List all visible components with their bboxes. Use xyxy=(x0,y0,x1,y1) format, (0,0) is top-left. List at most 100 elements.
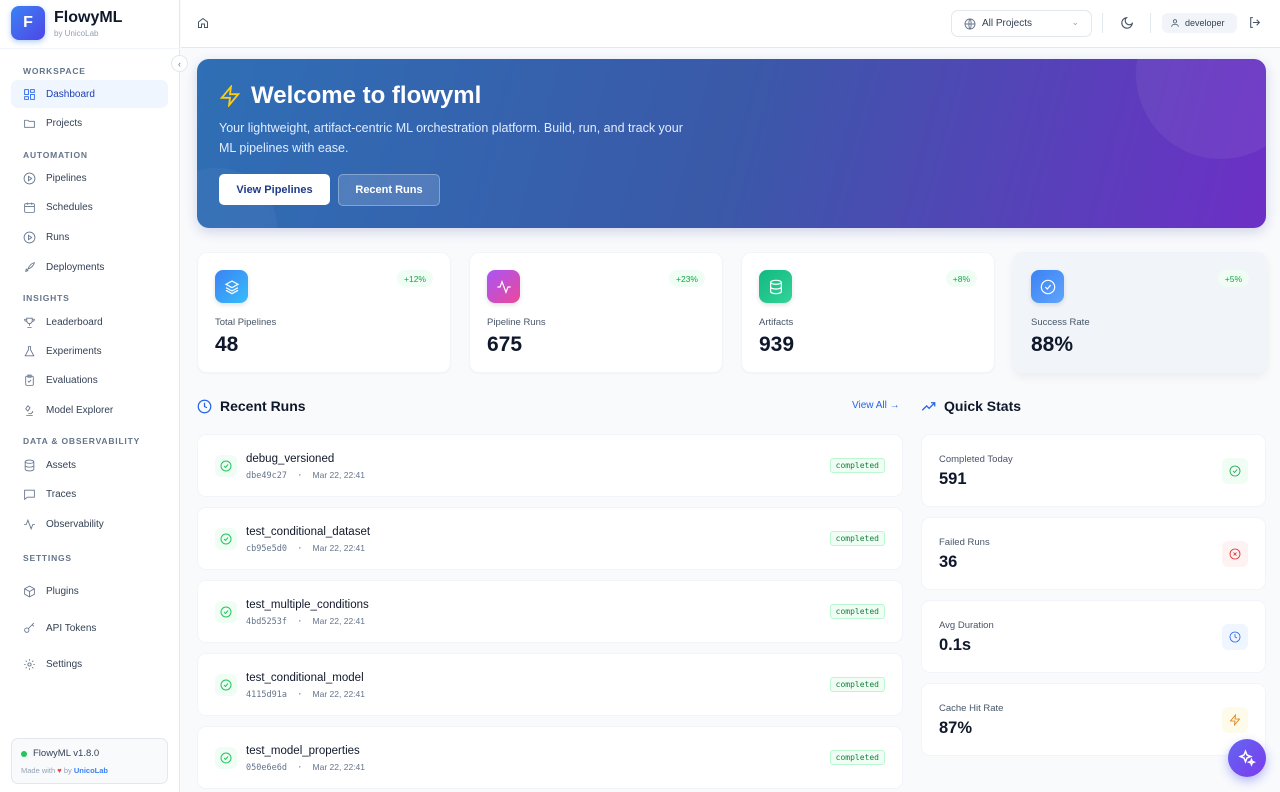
sidebar-item-observability[interactable]: Observability xyxy=(11,510,168,538)
check-circle-icon xyxy=(1031,270,1064,303)
key-icon xyxy=(24,622,35,633)
activity-icon xyxy=(24,518,35,530)
made-with-text: Made with xyxy=(21,766,56,775)
activity-icon xyxy=(487,270,520,303)
run-name: test_model_properties xyxy=(246,745,360,757)
status-badge: completed xyxy=(829,750,885,765)
rocket-icon xyxy=(25,261,35,272)
collapse-sidebar-button[interactable]: ‹ xyxy=(171,55,188,72)
dashboard-icon xyxy=(24,88,35,100)
stat-card[interactable]: +8% Artifacts 939 xyxy=(741,252,995,373)
run-id: dbe49c27 xyxy=(246,471,287,481)
welcome-title: Welcome to flowyml xyxy=(219,82,481,110)
sidebar-item-label: Model Explorer xyxy=(46,404,114,416)
stat-card[interactable]: +12% Total Pipelines 48 xyxy=(197,252,451,373)
welcome-banner: Welcome to flowyml Your lightweight, art… xyxy=(197,59,1266,228)
sidebar-item-pipelines[interactable]: Pipelines xyxy=(11,164,168,192)
stat-card[interactable]: +23% Pipeline Runs 675 xyxy=(469,252,723,373)
sidebar-item-evaluations[interactable]: Evaluations xyxy=(11,366,168,394)
view-all-link[interactable]: View All → xyxy=(852,400,900,411)
quick-stat-label: Completed Today xyxy=(939,454,1013,465)
status-badge: completed xyxy=(829,531,885,546)
run-id: 4bd5253f xyxy=(246,617,287,627)
sidebar-item-api-tokens[interactable]: API Tokens xyxy=(11,614,168,642)
quick-stat-card: Avg Duration 0.1s xyxy=(921,600,1266,673)
trend-badge: +5% xyxy=(1217,270,1249,287)
trend-badge: +8% xyxy=(945,270,977,287)
logout-icon[interactable] xyxy=(1248,16,1261,29)
stat-card[interactable]: +5% Success Rate 88% xyxy=(1013,252,1267,373)
home-icon[interactable] xyxy=(197,17,209,29)
run-id: 050e6e6d xyxy=(246,763,287,773)
sidebar-item-label: Settings xyxy=(46,658,83,670)
sidebar-item-leaderboard[interactable]: Leaderboard xyxy=(11,308,168,336)
check-circle-icon xyxy=(215,528,237,550)
globe-icon xyxy=(964,18,976,29)
view-pipelines-button[interactable]: View Pipelines xyxy=(219,174,330,205)
sidebar-item-label: Runs xyxy=(46,231,70,243)
made-with: Made with ♥ by UnicoLab xyxy=(21,766,108,775)
chevron-down-icon: ⌄ xyxy=(1071,17,1079,27)
sidebar-item-traces[interactable]: Traces xyxy=(11,480,168,508)
run-list-item[interactable]: test_multiple_conditions 4bd5253f · Mar … xyxy=(197,580,903,643)
sidebar-item-runs[interactable]: Runs xyxy=(11,223,168,251)
run-list-item[interactable]: debug_versioned dbe49c27 · Mar 22, 22:41… xyxy=(197,434,903,497)
x-circle-icon xyxy=(1222,541,1248,567)
run-meta: 050e6e6d · Mar 22, 22:41 xyxy=(246,762,365,773)
run-name: debug_versioned xyxy=(246,453,335,465)
sidebar-item-projects[interactable]: Projects xyxy=(11,109,168,137)
moon-icon[interactable] xyxy=(1120,16,1134,30)
clipboard-check-icon xyxy=(25,374,34,386)
quick-stat-value: 591 xyxy=(939,470,967,488)
sidebar-section-label: SETTINGS xyxy=(23,553,72,563)
folder-icon xyxy=(24,119,35,128)
unicolab-link[interactable]: UnicoLab xyxy=(73,766,109,775)
recent-runs-title: Recent Runs xyxy=(220,398,306,414)
user-menu[interactable]: developer xyxy=(1162,13,1237,33)
sidebar-item-deployments[interactable]: Deployments xyxy=(11,253,168,281)
quick-stat-card: Failed Runs 36 xyxy=(921,517,1266,590)
stat-label: Artifacts xyxy=(759,317,794,328)
sidebar-item-plugins[interactable]: Plugins xyxy=(11,577,168,605)
ai-assistant-button[interactable] xyxy=(1228,739,1266,777)
project-select[interactable]: All Projects ⌄ xyxy=(951,10,1092,37)
sidebar-item-dashboard[interactable]: Dashboard xyxy=(11,80,168,108)
sidebar: F FlowyML by UnicoLab FlowyML v1.8.0 Mad… xyxy=(0,0,180,792)
sparkles-icon xyxy=(1238,749,1256,767)
message-square-icon xyxy=(24,489,35,500)
sidebar-item-label: Schedules xyxy=(46,201,93,213)
sidebar-item-model-explorer[interactable]: Model Explorer xyxy=(11,396,168,424)
sidebar-item-label: Pipelines xyxy=(46,172,87,184)
run-list-item[interactable]: test_conditional_model 4115d91a · Mar 22… xyxy=(197,653,903,716)
divider xyxy=(1150,13,1151,33)
project-select-value: All Projects xyxy=(982,18,1033,29)
sidebar-item-label: Leaderboard xyxy=(46,316,103,328)
run-meta: 4115d91a · Mar 22, 22:41 xyxy=(246,689,365,700)
divider xyxy=(0,48,180,49)
sidebar-section-label: AUTOMATION xyxy=(23,150,88,160)
trophy-icon xyxy=(24,317,35,328)
run-list-item[interactable]: test_model_properties 050e6e6d · Mar 22,… xyxy=(197,726,903,789)
recent-runs-button[interactable]: Recent Runs xyxy=(338,174,440,206)
welcome-title-text: Welcome to flowyml xyxy=(251,82,482,109)
sidebar-item-schedules[interactable]: Schedules xyxy=(11,193,168,221)
stat-value: 939 xyxy=(759,333,795,356)
run-list-item[interactable]: test_conditional_dataset cb95e5d0 · Mar … xyxy=(197,507,903,570)
trending-up-icon xyxy=(921,401,936,411)
clock-icon xyxy=(1222,624,1248,650)
run-id: 4115d91a xyxy=(246,690,287,700)
run-name: test_conditional_model xyxy=(246,672,364,684)
stat-label: Pipeline Runs xyxy=(487,317,546,328)
run-meta: 4bd5253f · Mar 22, 22:41 xyxy=(246,616,365,627)
run-time: Mar 22, 22:41 xyxy=(312,616,365,626)
sidebar-item-label: Projects xyxy=(46,117,83,129)
zap-icon xyxy=(1222,707,1248,733)
sidebar-item-label: Evaluations xyxy=(46,374,98,386)
stat-value: 48 xyxy=(215,333,239,356)
sidebar-item-experiments[interactable]: Experiments xyxy=(11,337,168,365)
sidebar-item-assets[interactable]: Assets xyxy=(11,451,168,479)
sidebar-item-settings[interactable]: Settings xyxy=(11,650,168,678)
database-icon xyxy=(759,270,792,303)
check-circle-icon xyxy=(1222,458,1248,484)
stat-value: 88% xyxy=(1031,333,1074,356)
